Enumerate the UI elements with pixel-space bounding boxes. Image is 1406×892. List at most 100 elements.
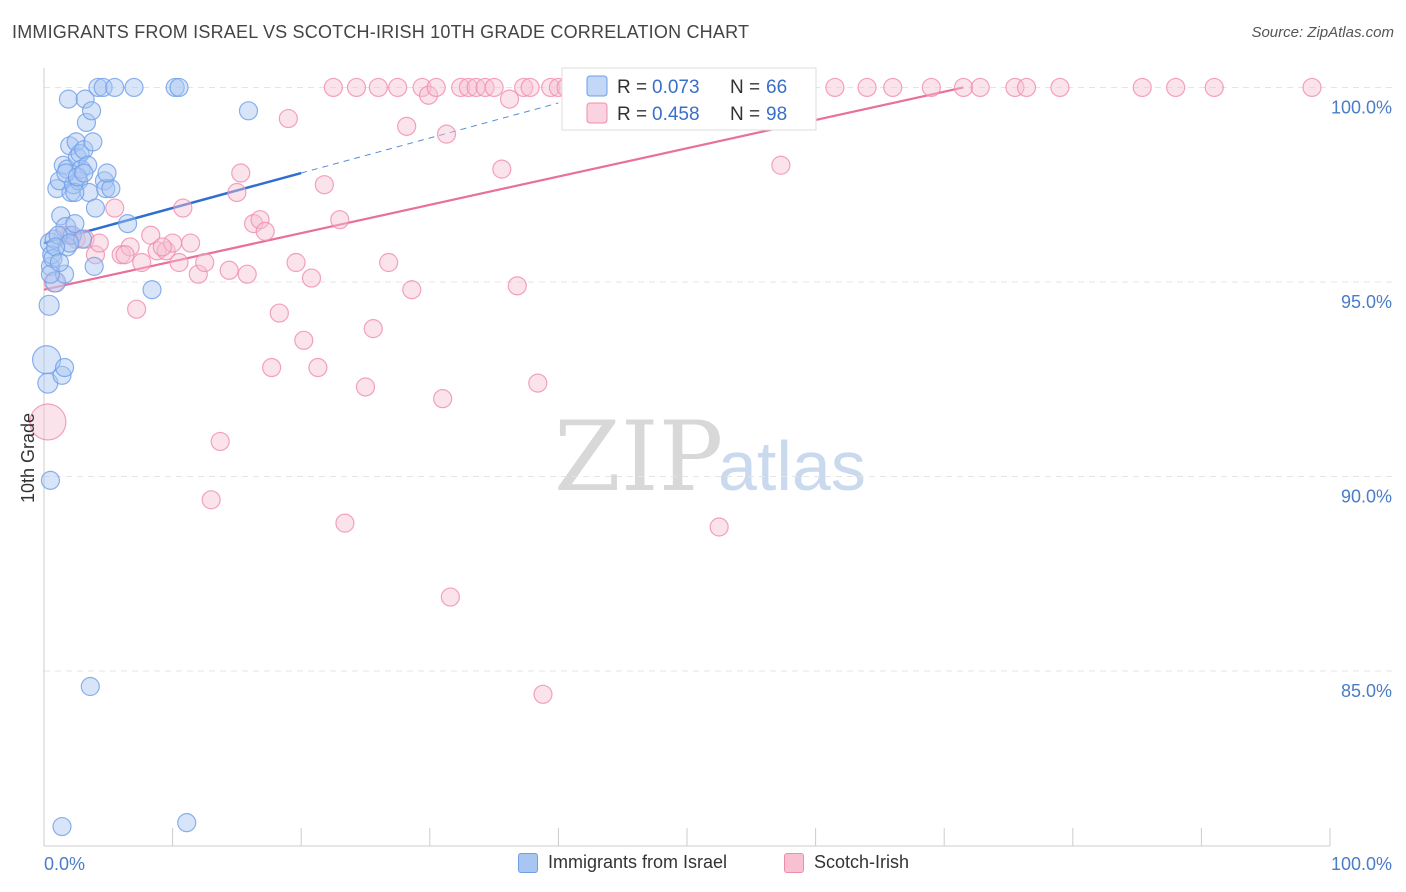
legend-item-scotch-irish[interactable]: Scotch-Irish (784, 852, 909, 873)
stats-r-label-blue: R = (617, 77, 647, 98)
legend-label-scotch-irish: Scotch-Irish (814, 852, 910, 872)
point-israel (62, 225, 82, 245)
point-israel (96, 178, 116, 199)
point-scotch-irish (436, 124, 457, 144)
point-israel (66, 132, 86, 152)
point-israel (38, 294, 60, 316)
stats-swatch-blue (586, 75, 608, 97)
point-israel (49, 171, 70, 191)
point-scotch-irish (433, 389, 453, 409)
point-israel (54, 357, 75, 378)
point-scotch-irish (231, 163, 251, 183)
point-israel (94, 171, 115, 191)
point-scotch-irish (458, 77, 478, 98)
stats-n-label-blue: N = (730, 77, 760, 98)
point-israel (124, 77, 144, 98)
x-tick-label: 0.0% (44, 854, 85, 874)
point-israel (80, 676, 100, 697)
stats-n-value-blue: 66 (766, 77, 787, 98)
grid-lines (44, 86, 1394, 672)
stats-r-label-pink: R = (617, 104, 647, 125)
series-legend: Immigrants from Israel Scotch-Irish (0, 852, 1406, 878)
point-scotch-irish (1166, 77, 1186, 98)
point-israel (169, 77, 189, 98)
point-israel (52, 365, 72, 385)
legend-swatch-israel (518, 852, 538, 873)
point-scotch-irish (1050, 77, 1070, 98)
point-scotch-irish (294, 330, 314, 350)
point-scotch-irish (126, 299, 147, 319)
stats-swatch-pink (586, 102, 608, 124)
point-israel (52, 816, 72, 837)
point-scotch-irish (1204, 77, 1224, 98)
point-scotch-irish (499, 89, 520, 109)
watermark: ZIP atlas (554, 401, 866, 513)
point-scotch-irish (953, 77, 974, 98)
point-scotch-irish (173, 198, 193, 218)
point-scotch-irish (388, 77, 408, 98)
point-scotch-irish (152, 237, 172, 257)
y-tick-label: 100.0% (1331, 97, 1392, 117)
point-scotch-irish (195, 252, 215, 273)
stats-n-value-pink: 98 (766, 104, 787, 125)
point-scotch-irish (412, 77, 432, 98)
point-scotch-irish (1302, 77, 1322, 98)
point-scotch-irish (262, 357, 282, 378)
y-tick-label: 85.0% (1341, 681, 1392, 701)
y-tick-label: 90.0% (1341, 486, 1392, 506)
point-israel (45, 237, 66, 257)
trend-line-israel-extension (301, 102, 559, 174)
legend-swatch-scotch-irish (784, 852, 804, 873)
point-scotch-irish (237, 264, 257, 284)
source-credit: Source: ZipAtlas.com (1251, 24, 1394, 41)
point-scotch-irish (323, 77, 343, 98)
point-scotch-irish (301, 268, 322, 288)
point-scotch-irish (181, 233, 201, 253)
point-israel (101, 178, 121, 199)
point-scotch-irish (451, 77, 471, 98)
point-scotch-irish (330, 210, 350, 230)
legend-item-israel[interactable]: Immigrants from Israel (518, 852, 727, 873)
point-israel (97, 163, 117, 183)
point-scotch-irish (278, 108, 298, 129)
point-scotch-irish (709, 517, 729, 537)
point-israel (65, 214, 85, 234)
point-scotch-irish (210, 431, 230, 452)
point-scotch-irish (363, 319, 383, 339)
point-scotch-irish (484, 77, 504, 98)
point-israel (85, 198, 106, 218)
point-scotch-irish (188, 264, 208, 284)
point-scotch-irish (227, 182, 247, 203)
point-scotch-irish (1005, 77, 1025, 98)
point-scotch-irish (541, 77, 561, 98)
point-scotch-irish (115, 245, 135, 265)
point-israel (54, 264, 75, 284)
stats-r-value-blue: 0.073 (652, 77, 700, 98)
stats-n-label-pink: N = (730, 104, 760, 125)
point-scotch-irish (440, 587, 460, 607)
point-israel (76, 112, 97, 133)
point-scotch-irish (883, 77, 903, 98)
point-scotch-irish (255, 221, 275, 241)
point-israel (72, 229, 93, 249)
point-scotch-irish (346, 77, 367, 98)
x-tick-labels: 0.0% 100.0% (44, 854, 1392, 874)
point-israel (117, 214, 138, 234)
y-tick-labels: 85.0% 90.0% 95.0% 100.0% (1331, 97, 1392, 701)
point-israel (58, 89, 79, 109)
point-israel (60, 233, 80, 253)
point-israel (40, 470, 61, 490)
point-scotch-irish (286, 252, 306, 273)
point-scotch-irish (1132, 77, 1152, 98)
watermark-atlas: atlas (718, 427, 866, 505)
point-scotch-irish (397, 116, 417, 136)
watermark-zip: ZIP (554, 401, 723, 513)
point-scotch-irish (857, 77, 877, 98)
point-israel (105, 77, 125, 98)
point-scotch-irish (402, 280, 422, 300)
point-scotch-irish (169, 252, 189, 273)
point-israel (142, 280, 162, 300)
point-israel (88, 77, 108, 98)
point-scotch-irish (201, 490, 221, 510)
